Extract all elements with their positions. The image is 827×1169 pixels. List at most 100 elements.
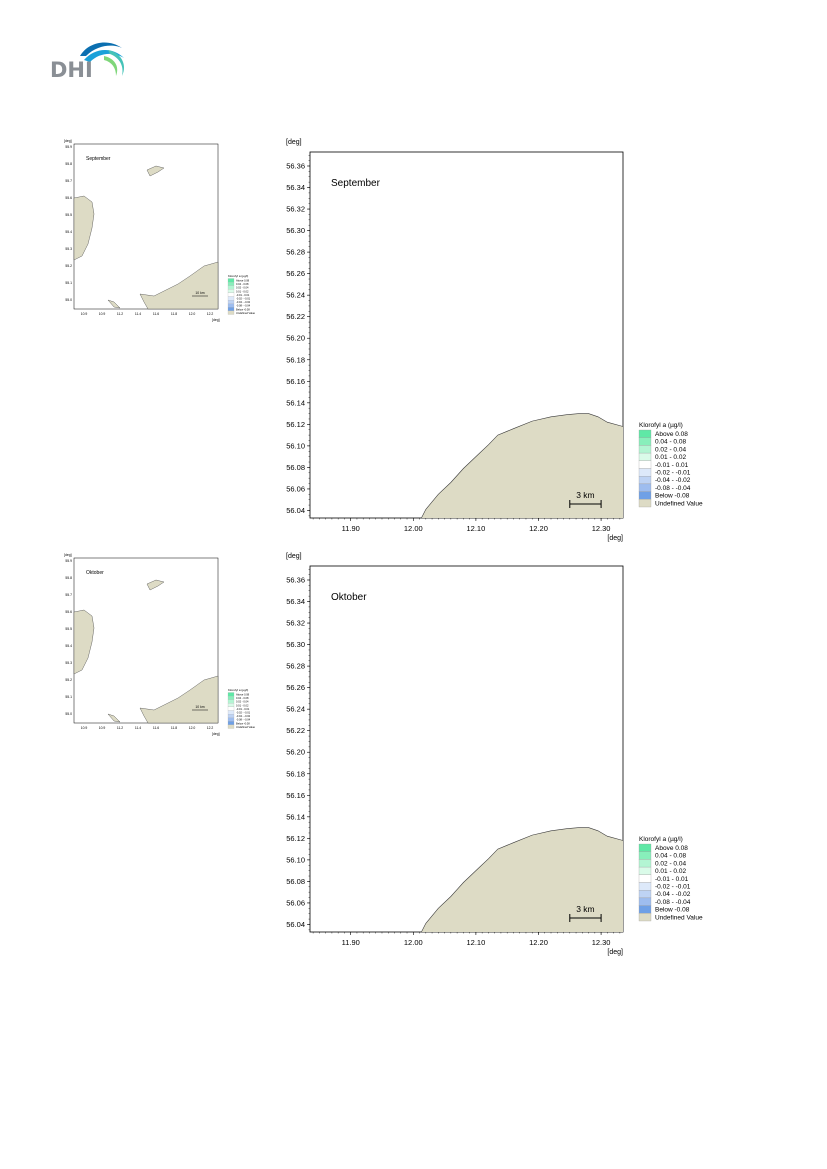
legend-swatch <box>638 897 652 906</box>
dhi-wave-icon <box>80 42 125 76</box>
thumb-x-tick-label: 10.9 <box>81 312 88 316</box>
legend-swatch <box>638 429 652 438</box>
thumb-x-tick-label: 12.0 <box>189 726 196 730</box>
y-tick-label: 56.12 <box>286 420 305 429</box>
y-tick-label: 56.28 <box>286 248 305 257</box>
legend-item-label: Below -0.08 <box>655 493 690 500</box>
thumb-y-tick-label: 55.1 <box>65 281 72 285</box>
y-tick-label: 56.28 <box>286 662 305 671</box>
y-tick-label: 56.12 <box>286 834 305 843</box>
x-tick-label: 12.20 <box>529 938 548 947</box>
legend-item-label: -0.04 - -0.02 <box>655 477 691 484</box>
thumb-x-tick-label: 12.2 <box>207 312 214 316</box>
x-tick-label: 12.10 <box>466 938 485 947</box>
thumb-legend-label: -0.08 - -0.04 <box>236 304 251 308</box>
thumb-x-tick-label: 11.2 <box>117 312 123 316</box>
thumb-legend-title: Klorofyl a (µg/l) <box>228 274 248 278</box>
september-map-figure: September 55.9 55.8 55.7 55.6 55.5 55.4 55.3 55.… <box>0 130 827 542</box>
x-axis-unit: [deg] <box>607 535 623 542</box>
legend-swatch <box>638 882 652 891</box>
legend-item-label: -0.08 - -0.04 <box>655 899 691 906</box>
thumb-legend-swatch <box>227 706 235 711</box>
thumb-x-tick-label: 11.6 <box>153 312 159 316</box>
legend-title: Klorofyl a (µg/l) <box>639 836 683 843</box>
thumb-legend-label: -0.04 - -0.02 <box>236 300 251 304</box>
thumb-legend-label: Above 0.08 <box>236 279 250 283</box>
thumb-legend-label: -0.01 - 0.01 <box>236 707 250 711</box>
september-main-map: [deg] 56.36 56.34 56.32 56.30 56.28 56.26 56.24… <box>286 139 703 542</box>
thumb-y-tick-label: 55.3 <box>65 661 72 665</box>
thumb-y-tick-label: 55.5 <box>65 213 72 217</box>
legend-item-label: -0.02 - -0.01 <box>655 470 691 477</box>
legend-item-label: 0.04 - 0.08 <box>655 853 686 860</box>
legend-swatch <box>638 499 652 508</box>
thumb-y-unit: [deg] <box>64 553 72 557</box>
thumb-x-tick-label: 10.9 <box>81 726 88 730</box>
thumb-legend-swatch <box>227 703 235 708</box>
thumb-legend-label: -0.02 - -0.01 <box>236 297 251 301</box>
thumb-legend-label: 0.01 - 0.02 <box>236 703 249 707</box>
legend-item-label: Below -0.08 <box>655 907 690 914</box>
y-tick-label: 56.26 <box>286 269 305 278</box>
thumb-legend-label: -0.08 - -0.04 <box>236 718 251 722</box>
legend-item-label: 0.02 - 0.04 <box>655 446 686 453</box>
y-tick-label: 56.16 <box>286 377 305 386</box>
thumb-legend-swatch <box>227 710 235 715</box>
thumb-x-tick-label: 10.9 <box>99 726 106 730</box>
legend-item-label: -0.04 - -0.02 <box>655 891 691 898</box>
x-tick-label: 12.00 <box>404 524 423 533</box>
y-tick-label: 56.32 <box>286 619 305 628</box>
y-tick-label: 56.04 <box>286 506 305 515</box>
legend-item-label: Above 0.08 <box>655 845 688 852</box>
y-tick-label: 56.06 <box>286 484 305 493</box>
thumb-x-tick-label: 11.8 <box>171 726 177 730</box>
x-tick-label: 11.90 <box>342 524 360 533</box>
land-area <box>421 827 623 932</box>
legend-item-label: Above 0.08 <box>655 431 688 438</box>
thumb-x-unit: [deg] <box>212 318 220 322</box>
thumb-legend-label: Undefined Value <box>236 311 256 315</box>
y-tick-label: 56.34 <box>286 597 305 606</box>
thumb-legend-label: 0.02 - 0.04 <box>236 286 249 290</box>
thumb-x-tick-label: 10.9 <box>99 312 106 316</box>
oktober-main-map: [deg] 56.36 56.34 56.32 56.30 56.28 56.26 56.24… <box>286 553 703 956</box>
thumb-y-unit: [deg] <box>64 139 72 143</box>
thumb-x-tick-label: 11.4 <box>135 312 141 316</box>
thumb-y-tick-label: 55.2 <box>65 264 72 268</box>
oktober-map-figure: Oktober 55.9 55.8 55.7 55.6 55.5 55.4 55.3 55.2 5… <box>0 546 827 958</box>
thumb-x-tick-label: 11.8 <box>171 312 177 316</box>
legend-swatch <box>638 491 652 500</box>
thumb-south-islet <box>107 713 121 723</box>
y-tick-label: 56.26 <box>286 683 305 692</box>
thumb-x-tick-label: 11.4 <box>135 726 141 730</box>
thumb-legend-label: -0.01 - 0.01 <box>236 293 250 297</box>
thumb-legend-swatch <box>227 696 235 700</box>
y-tick-label: 56.34 <box>286 183 305 192</box>
y-tick-label: 56.16 <box>286 791 305 800</box>
legend-item-label: 0.01 - 0.02 <box>655 454 686 461</box>
legend-swatch <box>638 859 652 868</box>
thumb-legend-swatch <box>227 289 235 294</box>
thumb-y-tick-label: 55.0 <box>65 712 72 716</box>
legend-swatch <box>638 468 652 477</box>
map-month-title: Oktober <box>331 592 367 603</box>
thumb-legend-swatch <box>227 310 235 315</box>
thumb-west-land <box>73 195 95 261</box>
thumb-y-tick-label: 55.8 <box>65 576 72 580</box>
thumb-legend-swatch <box>227 296 235 301</box>
y-tick-label: 56.20 <box>286 748 305 757</box>
legend-title: Klorofyl a (µg/l) <box>639 422 683 429</box>
y-tick-label: 56.30 <box>286 640 305 649</box>
thumb-y-tick-label: 55.0 <box>65 298 72 302</box>
thumb-north-island <box>146 165 165 177</box>
thumb-y-tick-label: 55.7 <box>65 179 72 183</box>
y-tick-label: 56.30 <box>286 226 305 235</box>
y-tick-label: 56.10 <box>286 855 305 864</box>
thumb-legend-swatch <box>227 307 235 312</box>
y-tick-label: 56.14 <box>286 812 305 821</box>
thumb-y-tick-label: 55.2 <box>65 678 72 682</box>
y-tick-label: 56.14 <box>286 398 305 407</box>
thumb-y-tick-label: 55.3 <box>65 247 72 251</box>
thumb-legend-label: 0.04 - 0.08 <box>236 696 249 700</box>
september-overview-thumbnail: September 55.9 55.8 55.7 55.6 55.5 55.4 55.3 55.… <box>64 139 256 322</box>
